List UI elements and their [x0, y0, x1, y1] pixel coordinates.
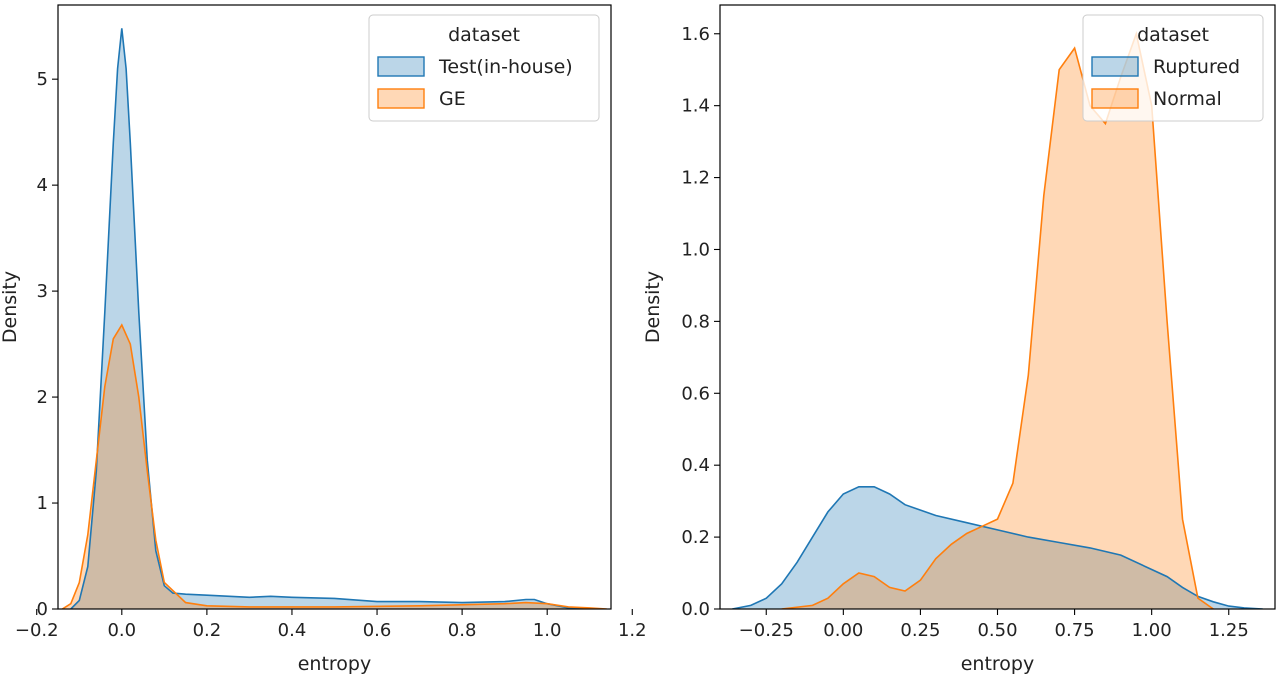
- y-axis-label: Density: [642, 271, 664, 343]
- x-tick-label: 0.00: [823, 620, 863, 641]
- x-tick-label: −0.2: [15, 620, 59, 641]
- y-tick-label: 0.4: [681, 455, 710, 476]
- y-tick-label: 1: [37, 493, 48, 514]
- density-area-2: [62, 325, 607, 609]
- x-tick-label: −0.25: [739, 620, 794, 641]
- x-tick-label: 0.25: [900, 620, 940, 641]
- chart-panel-2: −0.25 0.00 0.25 0.50 0.75 1.00 1.25 0.0 0.2 0.4 0.…: [642, 4, 1276, 675]
- x-axis-label: entropy: [961, 653, 1035, 675]
- y-tick-label: 2: [37, 387, 48, 408]
- y-tick-label: 1.6: [681, 24, 710, 45]
- x-tick-label: 1.00: [1132, 620, 1172, 641]
- x-tick-label: 1.25: [1209, 620, 1249, 641]
- axes-frame: [57, 4, 612, 610]
- density-area-2: [781, 33, 1214, 609]
- legend-title: dataset: [448, 24, 520, 46]
- legend-swatch-2: [377, 88, 425, 109]
- x-tick-label: 0.0: [107, 620, 136, 641]
- y-tick-label: 1.0: [681, 239, 710, 260]
- y-tick-label: 0.0: [681, 599, 710, 620]
- density-area-1: [70, 28, 590, 609]
- x-tick-label: 0.8: [448, 620, 477, 641]
- legend-entry-1: Test(in-house): [438, 56, 573, 78]
- y-tick-label: 0.2: [681, 527, 710, 548]
- legend-entry-1: Ruptured: [1153, 56, 1240, 78]
- y-tick-label: 0.6: [681, 383, 710, 404]
- x-tick-label: 0.75: [1055, 620, 1095, 641]
- x-tick-label: 0.2: [193, 620, 222, 641]
- legend-box: [1082, 14, 1264, 122]
- density-line-1: [732, 486, 1263, 609]
- chart-panel-1: −0.2 0.0 0.2 0.4 0.6 0.8 1.0 1.2 0 1 2 3 4 5 entropy De…: [0, 4, 647, 675]
- x-tick-label: 0.50: [977, 620, 1017, 641]
- density-area-1: [732, 486, 1263, 609]
- legend: dataset Test(in-house) GE: [368, 14, 600, 122]
- y-tick-label: 1.4: [681, 96, 710, 117]
- y-axis-label: Density: [0, 271, 21, 343]
- plot-area: [61, 28, 607, 609]
- x-axis-label: entropy: [298, 653, 372, 675]
- legend-entry-2: Normal: [1153, 88, 1222, 110]
- density-line-2: [61, 323, 607, 609]
- y-tick-label: 0: [37, 599, 48, 620]
- y-tick-label: 4: [37, 175, 48, 196]
- y-tick-label: 3: [37, 281, 48, 302]
- legend-box: [368, 14, 600, 122]
- legend-swatch-2: [1091, 88, 1139, 109]
- x-tick-label: 1.0: [533, 620, 562, 641]
- x-tick-label: 1.2: [618, 620, 647, 641]
- plot-area: [732, 30, 1263, 609]
- legend-swatch-1: [377, 56, 425, 77]
- legend-swatch-1: [1091, 56, 1139, 77]
- legend-title: dataset: [1137, 24, 1209, 46]
- y-tick-label: 0.8: [681, 311, 710, 332]
- y-tick-label: 5: [37, 69, 48, 90]
- x-tick-label: 0.4: [278, 620, 307, 641]
- legend: dataset Ruptured Normal: [1082, 14, 1264, 122]
- y-tick-label: 1.2: [681, 168, 710, 189]
- density-line-1: [70, 28, 590, 609]
- legend-entry-2: GE: [439, 88, 466, 110]
- x-tick-label: 0.6: [363, 620, 392, 641]
